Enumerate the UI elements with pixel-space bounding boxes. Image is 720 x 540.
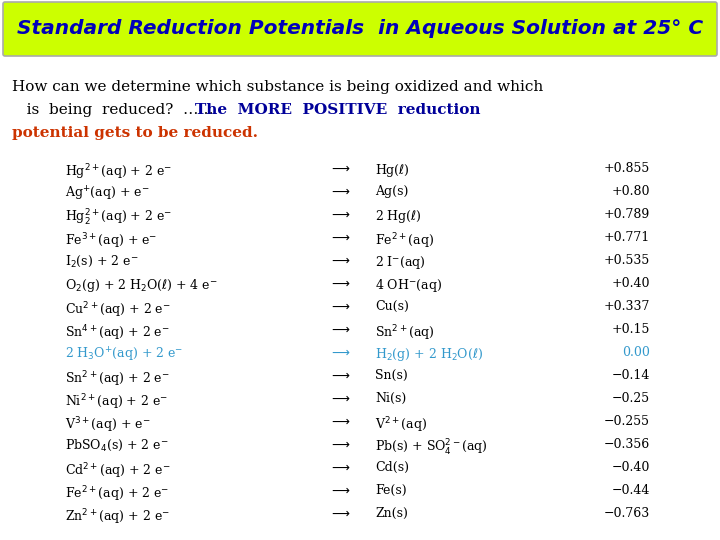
Text: Cd(s): Cd(s) <box>375 461 409 474</box>
Text: +0.15: +0.15 <box>611 323 650 336</box>
Text: Cu(s): Cu(s) <box>375 300 409 313</box>
Text: +0.789: +0.789 <box>604 208 650 221</box>
Text: −0.255: −0.255 <box>604 415 650 428</box>
Text: is  being  reduced?  ……: is being reduced? …… <box>12 103 214 117</box>
Text: I$_2$(s) + 2 e$^{-}$: I$_2$(s) + 2 e$^{-}$ <box>65 254 138 269</box>
Text: potential gets to be reduced.: potential gets to be reduced. <box>12 126 258 140</box>
Text: V$^{3+}$(aq) + e$^{-}$: V$^{3+}$(aq) + e$^{-}$ <box>65 415 150 435</box>
Text: Ag(s): Ag(s) <box>375 185 408 198</box>
Text: The  MORE  POSITIVE  reduction: The MORE POSITIVE reduction <box>195 103 480 117</box>
Text: $\longrightarrow$: $\longrightarrow$ <box>329 484 351 497</box>
Text: $\longrightarrow$: $\longrightarrow$ <box>329 323 351 336</box>
Text: $\longrightarrow$: $\longrightarrow$ <box>329 277 351 290</box>
Text: +0.535: +0.535 <box>604 254 650 267</box>
Text: Sn$^{2+}$(aq): Sn$^{2+}$(aq) <box>375 323 435 342</box>
Text: H$_2$(g) + 2 H$_2$O($\ell$): H$_2$(g) + 2 H$_2$O($\ell$) <box>375 346 483 363</box>
Text: Sn(s): Sn(s) <box>375 369 408 382</box>
Text: 2 Hg($\ell$): 2 Hg($\ell$) <box>375 208 422 225</box>
Text: $\longrightarrow$: $\longrightarrow$ <box>329 208 351 221</box>
Text: Fe$^{2+}$(aq): Fe$^{2+}$(aq) <box>375 231 434 251</box>
Text: 0.00: 0.00 <box>622 346 650 359</box>
Text: −0.44: −0.44 <box>611 484 650 497</box>
Text: −0.763: −0.763 <box>604 507 650 520</box>
Text: Hg$_2^{2+}$(aq) + 2 e$^{-}$: Hg$_2^{2+}$(aq) + 2 e$^{-}$ <box>65 208 172 228</box>
Text: PbSO$_4$(s) + 2 e$^{-}$: PbSO$_4$(s) + 2 e$^{-}$ <box>65 438 168 453</box>
Text: Zn(s): Zn(s) <box>375 507 408 520</box>
Text: Ni$^{2+}$(aq) + 2 e$^{-}$: Ni$^{2+}$(aq) + 2 e$^{-}$ <box>65 392 168 411</box>
Text: $\longrightarrow$: $\longrightarrow$ <box>329 254 351 267</box>
Text: Sn$^{4+}$(aq) + 2 e$^{-}$: Sn$^{4+}$(aq) + 2 e$^{-}$ <box>65 323 170 342</box>
Text: Fe$^{3+}$(aq) + e$^{-}$: Fe$^{3+}$(aq) + e$^{-}$ <box>65 231 158 251</box>
Text: $\longrightarrow$: $\longrightarrow$ <box>329 415 351 428</box>
Text: Ni(s): Ni(s) <box>375 392 406 405</box>
FancyBboxPatch shape <box>3 2 717 56</box>
Text: $\longrightarrow$: $\longrightarrow$ <box>329 162 351 175</box>
Text: −0.356: −0.356 <box>604 438 650 451</box>
Text: Sn$^{2+}$(aq) + 2 e$^{-}$: Sn$^{2+}$(aq) + 2 e$^{-}$ <box>65 369 170 389</box>
Text: −0.40: −0.40 <box>611 461 650 474</box>
Text: Cu$^{2+}$(aq) + 2 e$^{-}$: Cu$^{2+}$(aq) + 2 e$^{-}$ <box>65 300 171 320</box>
Text: Hg$^{2+}$(aq) + 2 e$^{-}$: Hg$^{2+}$(aq) + 2 e$^{-}$ <box>65 162 172 181</box>
Text: +0.855: +0.855 <box>604 162 650 175</box>
Text: O$_2$(g) + 2 H$_2$O($\ell$) + 4 e$^{-}$: O$_2$(g) + 2 H$_2$O($\ell$) + 4 e$^{-}$ <box>65 277 217 294</box>
Text: Ag$^{+}$(aq) + e$^{-}$: Ag$^{+}$(aq) + e$^{-}$ <box>65 185 150 203</box>
Text: $\longrightarrow$: $\longrightarrow$ <box>329 300 351 313</box>
Text: Zn$^{2+}$(aq) + 2 e$^{-}$: Zn$^{2+}$(aq) + 2 e$^{-}$ <box>65 507 170 526</box>
Text: Pb(s) + SO$_4^{2-}$(aq): Pb(s) + SO$_4^{2-}$(aq) <box>375 438 488 458</box>
Text: $\longrightarrow$: $\longrightarrow$ <box>329 231 351 244</box>
Text: Fe(s): Fe(s) <box>375 484 407 497</box>
Text: $\longrightarrow$: $\longrightarrow$ <box>329 346 351 359</box>
Text: 2 H$_3$O$^{+}$(aq) + 2 e$^{-}$: 2 H$_3$O$^{+}$(aq) + 2 e$^{-}$ <box>65 346 184 364</box>
Text: +0.771: +0.771 <box>604 231 650 244</box>
Text: $\longrightarrow$: $\longrightarrow$ <box>329 438 351 451</box>
Text: Fe$^{2+}$(aq) + 2 e$^{-}$: Fe$^{2+}$(aq) + 2 e$^{-}$ <box>65 484 169 504</box>
Text: Standard Reduction Potentials  in Aqueous Solution at 25° C: Standard Reduction Potentials in Aqueous… <box>17 19 703 38</box>
Text: −0.25: −0.25 <box>612 392 650 405</box>
Text: $\longrightarrow$: $\longrightarrow$ <box>329 392 351 405</box>
Text: V$^{2+}$(aq): V$^{2+}$(aq) <box>375 415 427 435</box>
Text: $\longrightarrow$: $\longrightarrow$ <box>329 369 351 382</box>
Text: Cd$^{2+}$(aq) + 2 e$^{-}$: Cd$^{2+}$(aq) + 2 e$^{-}$ <box>65 461 171 481</box>
Text: +0.40: +0.40 <box>611 277 650 290</box>
Text: How can we determine which substance is being oxidized and which: How can we determine which substance is … <box>12 80 544 94</box>
Text: $\longrightarrow$: $\longrightarrow$ <box>329 461 351 474</box>
Text: Hg($\ell$): Hg($\ell$) <box>375 162 410 179</box>
Text: +0.337: +0.337 <box>603 300 650 313</box>
Text: +0.80: +0.80 <box>611 185 650 198</box>
Text: 2 I$^{-}$(aq): 2 I$^{-}$(aq) <box>375 254 426 271</box>
Text: −0.14: −0.14 <box>611 369 650 382</box>
Text: 4 OH$^{-}$(aq): 4 OH$^{-}$(aq) <box>375 277 442 294</box>
Text: $\longrightarrow$: $\longrightarrow$ <box>329 185 351 198</box>
Text: $\longrightarrow$: $\longrightarrow$ <box>329 507 351 520</box>
